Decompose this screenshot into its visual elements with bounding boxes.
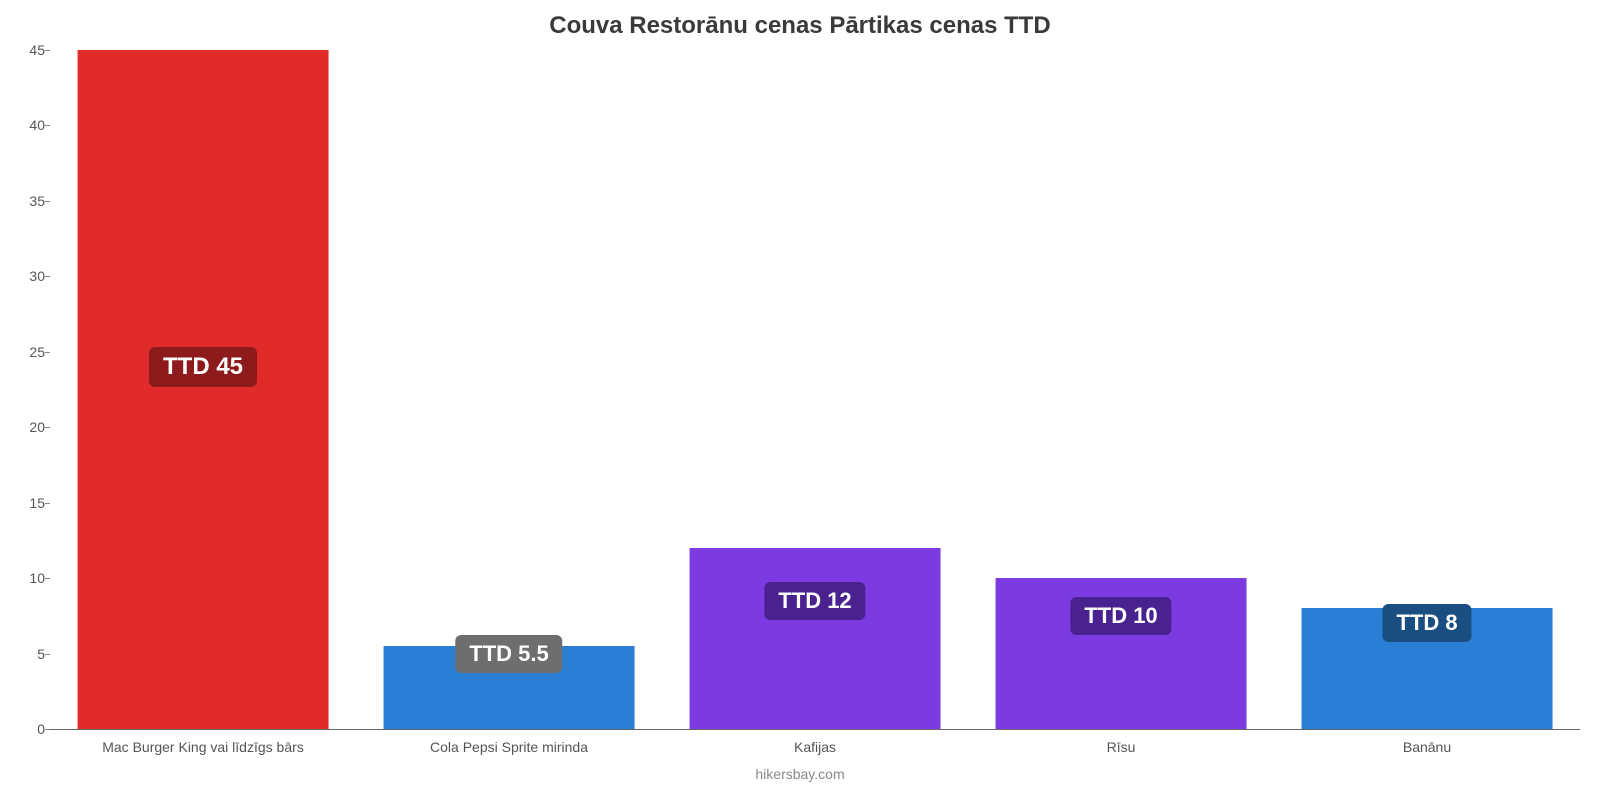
y-axis-tick-mark: [45, 654, 50, 655]
bar-slot: TTD 8Banānu: [1274, 50, 1580, 729]
x-axis-category-label: Cola Pepsi Sprite mirinda: [430, 739, 588, 755]
y-axis-tick-label: 5: [10, 646, 45, 662]
y-axis-tick-mark: [45, 427, 50, 428]
y-axis-tick-mark: [45, 125, 50, 126]
bar-slot: TTD 5.5Cola Pepsi Sprite mirinda: [356, 50, 662, 729]
y-axis-tick-label: 0: [10, 721, 45, 737]
y-axis-tick-label: 35: [10, 193, 45, 209]
x-axis-category-label: Kafijas: [794, 739, 836, 755]
x-axis-category-label: Mac Burger King vai līdzīgs bārs: [102, 739, 304, 755]
bar-value-label: TTD 12: [764, 582, 865, 620]
bar-value-label: TTD 10: [1070, 597, 1171, 635]
y-axis-tick-label: 20: [10, 419, 45, 435]
bar-value-label: TTD 8: [1382, 604, 1471, 642]
y-axis-tick-mark: [45, 50, 50, 51]
y-axis-tick-label: 10: [10, 570, 45, 586]
attribution-text: hikersbay.com: [0, 766, 1600, 782]
bar-value-label: TTD 5.5: [455, 635, 562, 673]
bar: [690, 548, 941, 729]
y-axis-tick-label: 15: [10, 495, 45, 511]
x-axis-category-label: Banānu: [1403, 739, 1451, 755]
bar-value-label: TTD 45: [149, 347, 257, 387]
x-axis-category-label: Rīsu: [1107, 739, 1136, 755]
y-axis-tick-mark: [45, 729, 50, 730]
y-axis-tick-label: 25: [10, 344, 45, 360]
bar-slot: TTD 10Rīsu: [968, 50, 1274, 729]
y-axis-tick-mark: [45, 503, 50, 504]
chart-title: Couva Restorānu cenas Pārtikas cenas TTD: [0, 0, 1600, 40]
chart-plot-area: TTD 45Mac Burger King vai līdzīgs bārsTT…: [50, 50, 1580, 730]
bar: [78, 50, 329, 729]
bar-slot: TTD 12Kafijas: [662, 50, 968, 729]
y-axis-tick-label: 45: [10, 42, 45, 58]
y-axis-tick-mark: [45, 201, 50, 202]
bars-region: TTD 45Mac Burger King vai līdzīgs bārsTT…: [50, 50, 1580, 729]
bar-slot: TTD 45Mac Burger King vai līdzīgs bārs: [50, 50, 356, 729]
y-axis-tick-label: 30: [10, 268, 45, 284]
y-axis-tick-label: 40: [10, 117, 45, 133]
y-axis-tick-mark: [45, 352, 50, 353]
y-axis-tick-mark: [45, 578, 50, 579]
y-axis-tick-mark: [45, 276, 50, 277]
